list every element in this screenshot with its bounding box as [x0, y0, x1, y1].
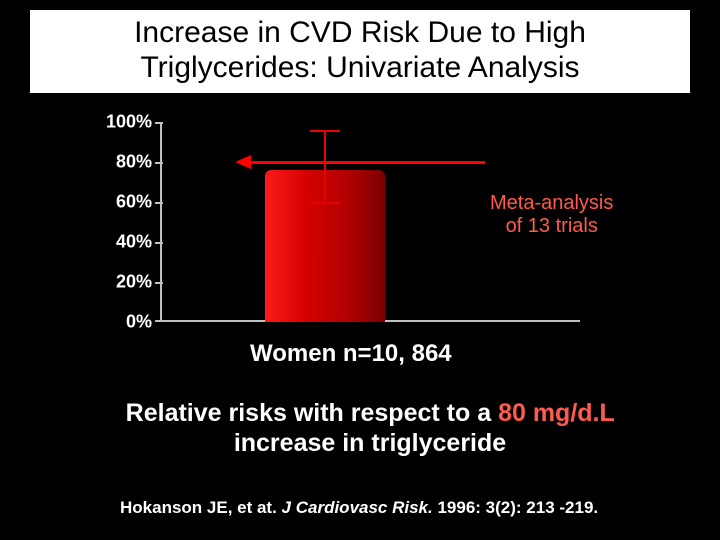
y-tick-label: 60%	[92, 192, 152, 213]
error-bar-cap-bottom	[310, 202, 340, 204]
subtitle-suffix: increase in triglyceride	[234, 429, 506, 457]
y-tick	[155, 320, 163, 322]
y-tick	[155, 162, 163, 164]
y-tick-label: 80%	[92, 152, 152, 173]
subtitle-prefix: Relative risks with respect to a	[126, 399, 498, 427]
annotation-line-1: Meta-analysis	[490, 192, 613, 215]
y-tick	[155, 202, 163, 204]
annotation-line-2: of 13 trials	[490, 215, 613, 238]
arrow-head-icon	[235, 155, 251, 169]
citation-text: Hokanson JE, et at. J Cardiovasc Risk. 1…	[120, 498, 680, 518]
y-tick-label: 0%	[92, 312, 152, 333]
citation-journal: J Cardiovasc Risk.	[282, 498, 433, 517]
citation-author: Hokanson JE, et at.	[120, 498, 282, 517]
title-line-2: Triglycerides: Univariate Analysis	[40, 51, 680, 86]
error-bar-cap-top	[310, 130, 340, 132]
y-tick-label: 40%	[92, 232, 152, 253]
annotation-text: Meta-analysis of 13 trials	[490, 192, 613, 238]
slide-title: Increase in CVD Risk Due to High Triglyc…	[30, 10, 690, 93]
title-line-1: Increase in CVD Risk Due to High	[40, 16, 680, 51]
y-tick	[155, 122, 163, 124]
y-tick-label: 20%	[92, 272, 152, 293]
citation-rest: 1996: 3(2): 213 -219.	[433, 498, 598, 517]
bar-chart: 100% 80% 60% 40% 20% 0% Meta-analysis of…	[100, 122, 630, 342]
x-axis-label: Women n=10, 864	[250, 340, 452, 368]
y-tick	[155, 282, 163, 284]
y-tick	[155, 242, 163, 244]
arrow-line	[250, 161, 485, 164]
subtitle-highlight: 80 mg/d.L	[498, 399, 614, 427]
slide: Increase in CVD Risk Due to High Triglyc…	[0, 0, 720, 540]
error-bar-line	[324, 130, 326, 202]
y-tick-label: 100%	[92, 112, 152, 133]
subtitle-text: Relative risks with respect to a 80 mg/d…	[80, 398, 660, 458]
y-axis	[160, 122, 162, 322]
